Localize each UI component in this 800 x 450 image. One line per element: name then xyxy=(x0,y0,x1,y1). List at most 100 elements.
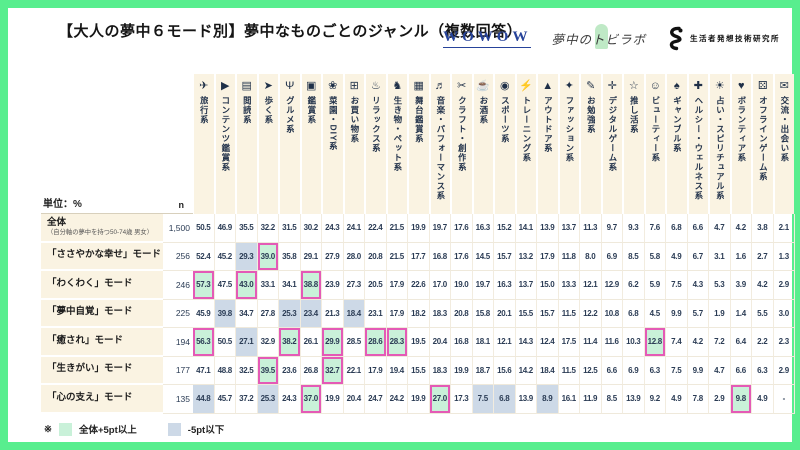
value-cell: 17.9 xyxy=(386,299,408,328)
value-cell: 9.9 xyxy=(666,299,688,328)
airplane-icon: ✈ xyxy=(199,80,209,92)
value-cell: 18.7 xyxy=(472,356,494,385)
value-cell: 4.2 xyxy=(730,214,752,243)
value-cell: 18.4 xyxy=(343,299,365,328)
value-cell: 34.1 xyxy=(279,271,301,300)
value-cell: 4.9 xyxy=(666,385,688,414)
value-cell: 7.8 xyxy=(687,385,709,414)
value-cell: 13.3 xyxy=(558,271,580,300)
game-controller-icon: ✛ xyxy=(607,80,617,92)
column-header: ▲ アウトドア系 xyxy=(538,74,558,214)
value-cell: 48.8 xyxy=(214,356,236,385)
value-cell: 1.6 xyxy=(730,242,752,271)
value-cell: 12.5 xyxy=(580,356,602,385)
value-cell: 26.8 xyxy=(300,356,322,385)
film-icon: ▶ xyxy=(221,80,230,92)
column-header-label: スポーツ系 xyxy=(500,96,510,144)
row-label-text: 「わくわく」モード xyxy=(47,277,133,289)
value-cell: 14.3 xyxy=(515,328,537,357)
value-cell: 16.8 xyxy=(451,328,473,357)
value-cell: 25.3 xyxy=(257,385,279,414)
column-header: ✎ お勉強系 xyxy=(581,74,601,214)
value-cell: 5.8 xyxy=(644,242,666,271)
column-header-label: 音楽・パフォーマンス系 xyxy=(435,96,445,201)
row-label-text: 「夢中自覚」モード xyxy=(47,306,133,318)
value-cell: 15.8 xyxy=(472,299,494,328)
column-header: ♥ ボランティア系 xyxy=(731,74,751,214)
value-cell: 17.5 xyxy=(558,328,580,357)
running-icon: ⚡ xyxy=(519,80,534,92)
value-cell: 29.1 xyxy=(300,242,322,271)
value-cell: 21.5 xyxy=(386,214,408,243)
value-cell: 6.6 xyxy=(687,214,709,243)
row-sublabel: （自分軸の夢中を持つ50-74歳 男女） xyxy=(47,228,154,236)
value-cell: 29.3 xyxy=(236,242,258,271)
column-header: ♬ 音楽・パフォーマンス系 xyxy=(430,74,450,214)
value-cell: 13.9 xyxy=(515,385,537,414)
value-cell: 3.0 xyxy=(773,299,795,328)
value-cell: 15.7 xyxy=(537,299,559,328)
value-cell: 34.7 xyxy=(236,299,258,328)
column-header: ◉ スポーツ系 xyxy=(495,74,515,214)
legend-green-label: 全体+5pt以上 xyxy=(78,425,137,436)
legend: ※ 全体+5pt以上 -5pt以下 xyxy=(44,422,224,436)
column-header-label: 舞台鑑賞系 xyxy=(414,96,424,144)
value-cell: 24.2 xyxy=(386,385,408,414)
value-cell: 19.9 xyxy=(451,356,473,385)
value-cell: 19.7 xyxy=(472,271,494,300)
value-cell: 24.7 xyxy=(365,385,387,414)
column-header-label: デジタルゲーム系 xyxy=(607,96,617,172)
casino-chips-icon: ♠ xyxy=(673,80,680,92)
row-label-text: 「心の支え」モード xyxy=(47,391,133,403)
value-cell: 7.5 xyxy=(666,356,688,385)
value-cell: 6.8 xyxy=(666,214,688,243)
value-cell: 17.7 xyxy=(408,242,430,271)
value-cell: 4.9 xyxy=(666,242,688,271)
column-header: ☆ 推し活系 xyxy=(624,74,644,214)
column-header-label: クラフト・創作系 xyxy=(457,96,467,172)
value-cell: 4.7 xyxy=(709,356,731,385)
value-cell: 6.2 xyxy=(623,271,645,300)
value-cell: 20.5 xyxy=(365,271,387,300)
column-header: ✛ デジタルゲーム系 xyxy=(602,74,622,214)
column-header-label: 鑑賞系 xyxy=(306,96,316,125)
value-cell: 19.7 xyxy=(429,214,451,243)
sports-icon: ◉ xyxy=(499,80,510,92)
column-header-label: オフラインゲーム系 xyxy=(758,96,768,182)
value-cell: 14.5 xyxy=(472,242,494,271)
pet-icon: ♞ xyxy=(392,80,403,92)
value-cell: 13.9 xyxy=(537,214,559,243)
value-cell: 20.8 xyxy=(451,299,473,328)
value-cell: 1.3 xyxy=(773,242,795,271)
value-cell: 23.4 xyxy=(300,299,322,328)
column-header-label: コンテンツ鑑賞系 xyxy=(220,96,230,172)
value-cell: 43.0 xyxy=(236,271,258,300)
value-cell: 46.9 xyxy=(214,214,236,243)
value-cell: 9.8 xyxy=(730,385,752,414)
mountain-icon: ▲ xyxy=(542,80,554,92)
column-header: ⚄ オフラインゲーム系 xyxy=(753,74,773,214)
column-header: ☺ ビューティー系 xyxy=(645,74,665,214)
muchu-logo-text: 夢中のトビラボ xyxy=(551,33,646,47)
value-cell: - xyxy=(773,385,795,414)
row-label: 「心の支え」モード xyxy=(41,385,163,414)
value-cell: 27.9 xyxy=(322,242,344,271)
column-header: ⊞ お買い物系 xyxy=(344,74,364,214)
sun-icon: ☀ xyxy=(714,80,725,92)
value-cell: 37.2 xyxy=(236,385,258,414)
value-cell: 39.8 xyxy=(214,299,236,328)
legend-blue-swatch xyxy=(167,422,181,436)
value-cell: 38.2 xyxy=(279,328,301,357)
value-cell: 2.7 xyxy=(752,242,774,271)
value-cell: 6.9 xyxy=(623,356,645,385)
value-cell: 30.2 xyxy=(300,214,322,243)
muchu-no-tobira-lab-logo: 夢中のトビラボ xyxy=(551,24,646,49)
value-cell: 11.4 xyxy=(580,328,602,357)
value-cell: 15.6 xyxy=(494,356,516,385)
value-cell: 24.3 xyxy=(279,385,301,414)
n-value-cell: 256 xyxy=(163,243,193,271)
row-label-text: 全体 xyxy=(47,217,67,229)
row-label: 全体 （自分軸の夢中を持つ50-74歳 男女） xyxy=(41,214,163,243)
green-door-shape xyxy=(595,24,609,49)
value-cell: 7.6 xyxy=(644,214,666,243)
